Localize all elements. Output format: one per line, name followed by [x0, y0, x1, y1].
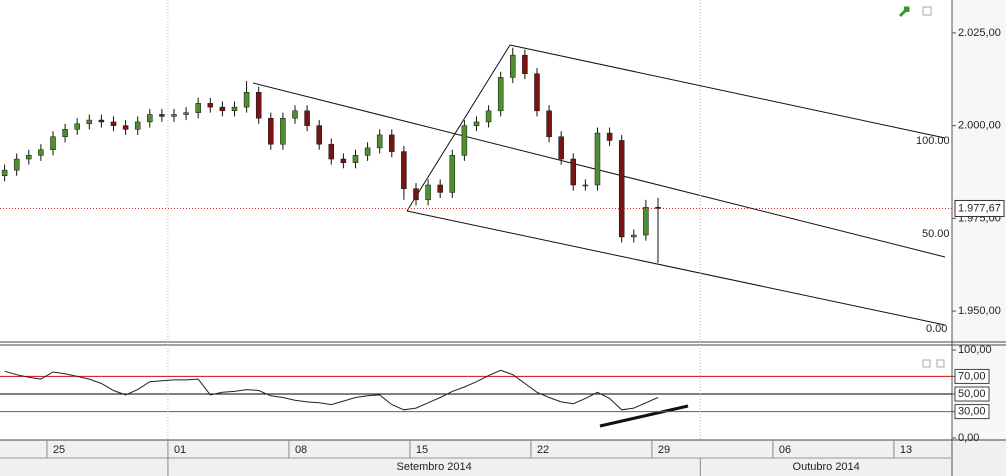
candle-body — [292, 110, 298, 119]
channel-line — [509, 44, 946, 139]
candle-body — [280, 117, 286, 145]
candle-body — [38, 149, 44, 156]
candle-body — [171, 114, 177, 117]
y-tick-label: 50,00 — [958, 388, 986, 400]
candle-body — [110, 121, 117, 126]
y-tick-label: 2.000,00 — [958, 120, 1001, 132]
candle-body — [304, 110, 310, 126]
candle-body — [473, 121, 480, 126]
channel-label: 0.00 — [926, 323, 947, 335]
candle-body — [413, 188, 419, 201]
candle-body — [159, 114, 165, 117]
candle-body — [570, 158, 577, 186]
tick-box — [954, 386, 990, 402]
last-price-box — [954, 199, 1005, 217]
x-tick-label: 15 — [416, 444, 428, 456]
candle-body — [74, 123, 80, 130]
y-tick-label: 0,00 — [958, 432, 979, 444]
candle-body — [364, 147, 371, 156]
month-label: Setembro 2014 — [397, 461, 472, 473]
candle-body — [485, 110, 492, 123]
y-tick-label: 1.950,00 — [958, 305, 1001, 317]
candle-body — [546, 110, 552, 138]
candle-body — [425, 184, 431, 201]
candle-body — [1, 169, 8, 176]
candle-body — [219, 106, 226, 112]
x-tick-label: 22 — [537, 444, 549, 456]
y-tick-label: 100,00 — [958, 344, 992, 356]
x-tick-label: 06 — [779, 444, 791, 456]
tool-icon[interactable] — [898, 6, 910, 18]
candle-body — [437, 184, 443, 193]
x-tick-label: 25 — [53, 444, 65, 456]
candle-body — [86, 119, 93, 125]
candle-body — [26, 155, 32, 160]
candle-body — [50, 136, 56, 150]
candle-body — [534, 73, 540, 112]
axis-background — [952, 0, 1006, 440]
candle-body — [389, 134, 395, 152]
candle-body — [328, 143, 335, 160]
candle-body — [401, 151, 407, 189]
candle-body — [147, 114, 153, 123]
candle-body — [316, 125, 322, 145]
candle-body — [13, 158, 20, 171]
window-icon[interactable] — [936, 359, 945, 368]
channel-label: 50.00 — [922, 228, 950, 240]
candle-body — [497, 77, 504, 112]
channel-line — [406, 44, 511, 212]
trend-line — [599, 404, 689, 428]
rsi-line — [4, 369, 659, 411]
candle-body — [122, 125, 129, 130]
window-icon[interactable] — [922, 6, 932, 16]
candle-body — [631, 234, 637, 238]
channel-line — [406, 210, 946, 326]
candle-body — [594, 132, 601, 186]
candle-body — [618, 140, 625, 238]
x-tick-label: 29 — [658, 444, 670, 456]
channel-label: 100.00 — [916, 135, 950, 147]
tick-box — [954, 368, 990, 384]
candle-body — [183, 112, 189, 115]
window-icon[interactable] — [922, 359, 931, 368]
candle-body — [582, 184, 589, 187]
candle-body — [268, 117, 274, 145]
candle-body — [606, 132, 613, 141]
x-tick-label: 01 — [174, 444, 186, 456]
candle-body — [510, 54, 516, 78]
candle-body — [461, 125, 468, 156]
candle-body — [340, 158, 347, 163]
candle-body — [376, 134, 383, 149]
candle-body — [449, 155, 456, 193]
x-tick-label: 08 — [295, 444, 307, 456]
y-tick-label: 2.025,00 — [958, 27, 1001, 39]
y-tick-label: 70,00 — [958, 370, 986, 382]
candle-body — [522, 54, 528, 74]
last-price-label: 1.977,67 — [958, 202, 1001, 214]
candle-body — [207, 103, 214, 108]
candle-body — [558, 136, 564, 160]
candle-body — [195, 103, 201, 113]
candle-body — [62, 129, 68, 138]
candle-body — [255, 92, 262, 119]
month-label: Outubro 2014 — [793, 461, 860, 473]
y-tick-label: 30,00 — [958, 406, 986, 418]
candle-body — [643, 206, 649, 236]
candle-body — [352, 155, 359, 163]
candle-body — [243, 92, 250, 108]
tick-box — [954, 404, 990, 420]
candle-body — [134, 121, 141, 130]
x-tick-label: 13 — [900, 444, 912, 456]
candle-body — [98, 119, 105, 123]
candle-body — [231, 106, 238, 112]
